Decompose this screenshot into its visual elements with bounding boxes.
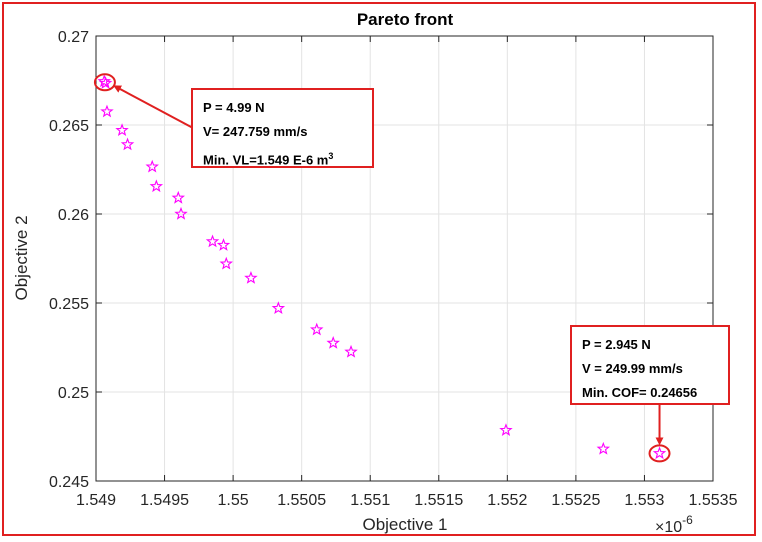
data-point — [174, 206, 188, 220]
data-point — [115, 123, 129, 137]
data-point — [326, 335, 340, 349]
data-point — [100, 104, 114, 118]
x-multiplier-base: ×10 — [655, 519, 682, 536]
annotation-superscript: 3 — [328, 151, 334, 161]
annotation-box-min-vl: P = 4.99 N V= 247.759 mm/s Min. VL=1.549… — [191, 88, 374, 168]
data-point — [216, 238, 231, 251]
annotation-marks — [93, 73, 671, 463]
x-tick-label: 1.551 — [350, 492, 390, 509]
annotation-line: Min. COF= 0.24656 — [582, 385, 698, 400]
data-points — [97, 74, 667, 460]
x-tick-label: 1.5535 — [689, 492, 738, 509]
x-axis-title: Objective 1 — [362, 515, 447, 534]
x-tick-label: 1.5505 — [277, 492, 326, 509]
data-point — [244, 271, 258, 284]
data-point — [271, 301, 286, 315]
annotation-box-min-cof: P = 2.945 N V = 249.99 mm/s Min. COF= 0.… — [570, 325, 730, 405]
y-axis: 0.245 0.25 0.255 0.26 0.265 0.27 — [49, 29, 713, 491]
x-multiplier-exponent: -6 — [682, 513, 693, 527]
plot-area — [96, 36, 713, 481]
annotation-line: V = 249.99 mm/s — [582, 361, 683, 376]
annotation-arrow — [113, 85, 194, 129]
annotation-line: V= 247.759 mm/s — [203, 124, 308, 139]
y-tick-label: 0.265 — [49, 118, 89, 135]
x-tick-label: 1.5495 — [140, 492, 189, 509]
highlight-circle — [648, 444, 671, 463]
data-point — [171, 190, 185, 204]
annotation-line: P = 2.945 N — [582, 337, 651, 352]
x-tick-label: 1.553 — [624, 492, 664, 509]
x-tick-label: 1.5515 — [414, 492, 463, 509]
data-point — [344, 344, 358, 358]
data-point — [205, 234, 220, 248]
y-axis-title: Objective 2 — [12, 215, 31, 300]
y-tick-label: 0.25 — [58, 385, 89, 402]
data-point — [652, 446, 667, 460]
data-point — [499, 423, 513, 436]
x-tick-label: 1.549 — [76, 492, 116, 509]
annotation-line-with-unit: Min. VL=1.549 E-6 m3 — [203, 144, 362, 168]
data-point — [219, 256, 233, 270]
annotation-text: Min. VL=1.549 E-6 m — [203, 152, 329, 168]
data-point — [596, 441, 611, 455]
data-point — [310, 322, 324, 336]
y-tick-label: 0.26 — [58, 207, 89, 224]
data-point — [98, 76, 113, 89]
x-tick-label: 1.55 — [218, 492, 249, 509]
x-tick-label: 1.5525 — [551, 492, 600, 509]
data-point — [120, 137, 135, 151]
y-tick-label: 0.255 — [49, 296, 89, 313]
x-axis-multiplier: ×10-6 — [655, 513, 693, 536]
annotation-line: P = 4.99 N — [203, 100, 265, 115]
x-axis: 1.549 1.5495 1.55 1.5505 1.551 1.5515 1.552 1.5… — [76, 36, 738, 509]
plot-border — [95, 35, 714, 482]
data-point — [97, 74, 111, 88]
image-border — [2, 2, 756, 536]
data-point — [145, 159, 159, 173]
y-tick-label: 0.245 — [49, 474, 89, 491]
x-tick-label: 1.552 — [487, 492, 527, 509]
y-tick-label: 0.27 — [58, 29, 89, 46]
chart-title: Pareto front — [357, 10, 454, 29]
data-point — [149, 179, 164, 193]
highlight-circle — [93, 73, 116, 92]
